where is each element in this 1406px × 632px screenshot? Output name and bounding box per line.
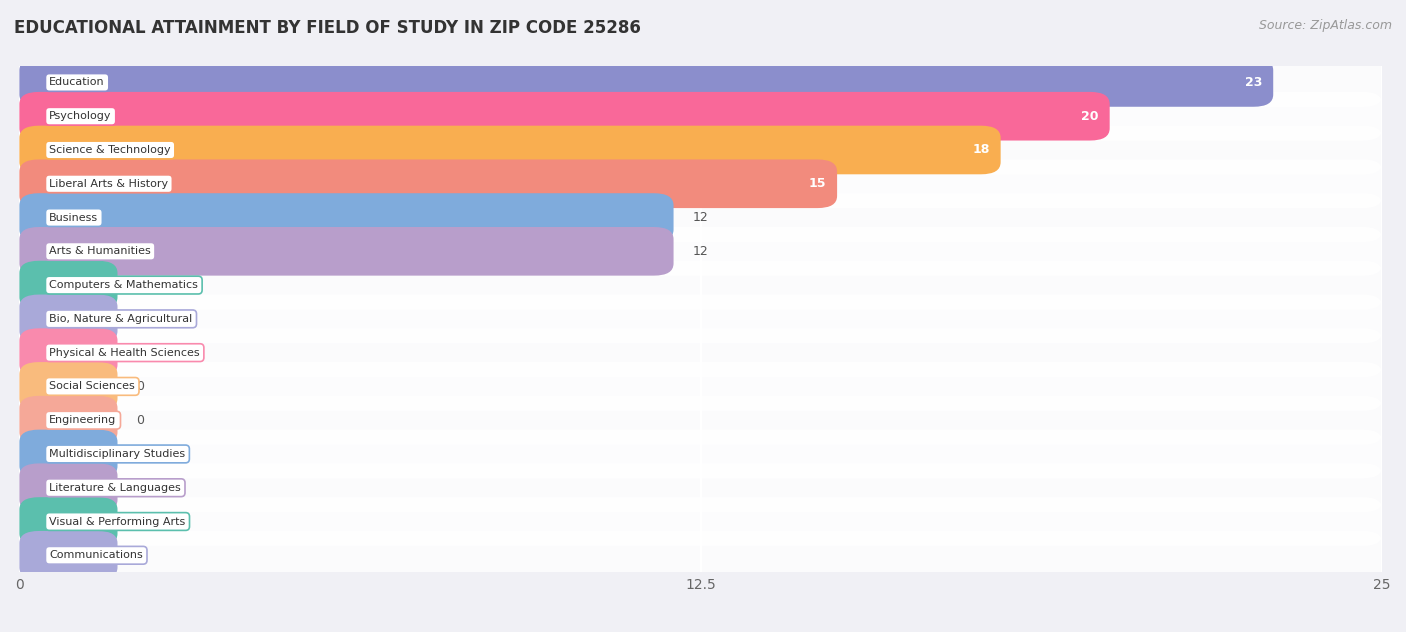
Text: Literature & Languages: Literature & Languages [49,483,181,493]
FancyBboxPatch shape [20,396,118,444]
Text: Science & Technology: Science & Technology [49,145,172,155]
Bar [20,268,1382,302]
Text: Business: Business [49,212,98,222]
Bar [20,538,1382,572]
FancyBboxPatch shape [20,531,118,580]
Bar [20,504,1382,538]
Text: Psychology: Psychology [49,111,112,121]
Text: 0: 0 [136,549,145,562]
FancyBboxPatch shape [20,497,1382,546]
Text: Arts & Humanities: Arts & Humanities [49,246,150,257]
FancyBboxPatch shape [20,396,1382,444]
Text: Computers & Mathematics: Computers & Mathematics [49,280,198,290]
Text: 0: 0 [136,414,145,427]
Bar [20,403,1382,437]
Bar [20,370,1382,403]
Text: 12: 12 [693,245,709,258]
FancyBboxPatch shape [20,261,1382,310]
FancyBboxPatch shape [20,463,118,512]
Text: 0: 0 [136,447,145,461]
FancyBboxPatch shape [20,58,1382,107]
FancyBboxPatch shape [20,92,1109,140]
Text: 0: 0 [136,312,145,325]
Text: Communications: Communications [49,550,143,561]
Text: Engineering: Engineering [49,415,117,425]
Bar [20,66,1382,99]
FancyBboxPatch shape [20,295,118,343]
Text: Education: Education [49,78,105,87]
FancyBboxPatch shape [20,362,118,411]
Text: 12: 12 [693,211,709,224]
Text: Social Sciences: Social Sciences [49,381,135,391]
Text: Physical & Health Sciences: Physical & Health Sciences [49,348,200,358]
Text: EDUCATIONAL ATTAINMENT BY FIELD OF STUDY IN ZIP CODE 25286: EDUCATIONAL ATTAINMENT BY FIELD OF STUDY… [14,19,641,37]
FancyBboxPatch shape [20,497,118,546]
FancyBboxPatch shape [20,159,1382,208]
Text: 0: 0 [136,380,145,393]
Text: 0: 0 [136,279,145,291]
FancyBboxPatch shape [20,328,1382,377]
Bar [20,302,1382,336]
Bar [20,99,1382,133]
FancyBboxPatch shape [20,159,837,208]
Text: 0: 0 [136,515,145,528]
Text: Visual & Performing Arts: Visual & Performing Arts [49,516,186,526]
FancyBboxPatch shape [20,227,1382,276]
FancyBboxPatch shape [20,58,1274,107]
FancyBboxPatch shape [20,362,1382,411]
FancyBboxPatch shape [20,193,1382,242]
FancyBboxPatch shape [20,430,118,478]
Text: 0: 0 [136,346,145,359]
Text: 23: 23 [1244,76,1263,89]
Text: 15: 15 [808,177,827,190]
FancyBboxPatch shape [20,463,1382,512]
Bar [20,437,1382,471]
Bar [20,200,1382,234]
Text: 20: 20 [1081,110,1098,123]
Text: Liberal Arts & History: Liberal Arts & History [49,179,169,189]
FancyBboxPatch shape [20,430,1382,478]
FancyBboxPatch shape [20,227,673,276]
Bar [20,336,1382,370]
Text: Multidisciplinary Studies: Multidisciplinary Studies [49,449,186,459]
Text: 18: 18 [973,143,990,157]
FancyBboxPatch shape [20,261,118,310]
FancyBboxPatch shape [20,126,1382,174]
Bar [20,234,1382,268]
FancyBboxPatch shape [20,295,1382,343]
Text: Source: ZipAtlas.com: Source: ZipAtlas.com [1258,19,1392,32]
Bar [20,471,1382,504]
FancyBboxPatch shape [20,126,1001,174]
FancyBboxPatch shape [20,193,673,242]
Bar [20,167,1382,200]
FancyBboxPatch shape [20,328,118,377]
FancyBboxPatch shape [20,92,1382,140]
Text: Bio, Nature & Agricultural: Bio, Nature & Agricultural [49,314,193,324]
Bar [20,133,1382,167]
Text: 0: 0 [136,481,145,494]
FancyBboxPatch shape [20,531,1382,580]
